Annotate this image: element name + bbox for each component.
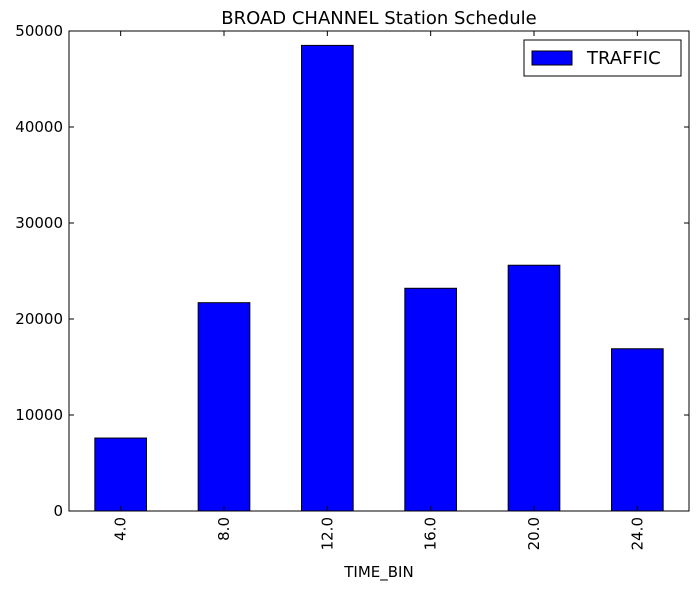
legend-swatch-traffic [531,50,573,66]
bar-12.0 [301,44,354,512]
y-tick-label: 20000 [15,310,63,328]
y-tick-label: 30000 [15,214,63,232]
x-tick-label: 4.0 [112,517,130,541]
x-axis: 4.0 8.0 12.0 16.0 20.0 24.0 [112,31,646,550]
bar-20.0 [507,264,561,512]
x-tick-label: 20.0 [525,517,543,550]
y-tick-label: 10000 [15,406,63,424]
y-axis: 0 10000 20000 30000 40000 50000 [15,22,689,520]
x-tick-label: 12.0 [318,517,336,550]
bar-16.0 [404,287,458,512]
y-tick-label: 0 [53,502,63,520]
x-tick-label: 8.0 [215,517,233,541]
y-tick-label: 40000 [15,118,63,136]
x-tick-label: 16.0 [422,517,440,550]
bars-group [94,44,664,512]
plot-area-frame [68,30,690,512]
chart-title: BROAD CHANNEL Station Schedule [221,8,537,29]
y-tick-label: 50000 [15,22,63,40]
legend: TRAFFIC [523,39,682,77]
bar-4.0 [94,437,148,512]
legend-label-traffic: TRAFFIC [586,48,661,69]
bar-24.0 [611,348,664,512]
x-tick-label: 24.0 [628,517,646,550]
bar-8.0 [197,302,251,512]
x-axis-label: TIME_BIN [343,563,413,582]
